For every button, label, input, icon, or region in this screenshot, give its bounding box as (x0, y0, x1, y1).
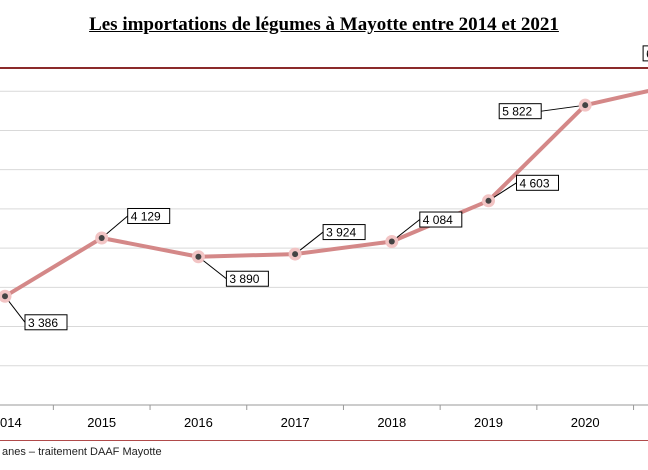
chart-frame-top-border (0, 67, 648, 69)
data-point (195, 253, 202, 260)
data-label-box (498, 103, 542, 120)
x-tick-label: 2019 (474, 415, 503, 430)
data-point (292, 251, 299, 258)
data-label: 6 10 (646, 47, 648, 61)
chart-frame-bottom-border (0, 440, 648, 441)
data-label-leader (541, 104, 586, 112)
data-label: 5 822 (502, 105, 532, 119)
data-point (388, 238, 395, 245)
gridlines (0, 90, 648, 406)
data-label-box (24, 314, 68, 331)
data-point (98, 234, 105, 241)
x-axis-ticks (52, 405, 635, 410)
data-point (2, 293, 8, 300)
x-axis-tick-labels: 014 2015 2016 2017 2018 2019 2020 (0, 415, 600, 430)
data-label: 4 129 (131, 209, 161, 223)
x-tick-label: 2020 (571, 415, 600, 430)
x-tick-label: 2016 (184, 415, 213, 430)
data-label: 3 386 (28, 316, 58, 330)
x-tick-label: 2015 (87, 415, 116, 430)
chart-title: Les importations de légumes à Mayotte en… (89, 14, 559, 35)
data-label-box (322, 224, 366, 241)
data-label-box (642, 45, 648, 62)
data-label-box (127, 207, 171, 224)
data-label-box (516, 174, 559, 191)
data-label-box (419, 211, 463, 228)
data-label-box (225, 270, 269, 287)
data-point (582, 102, 589, 109)
data-labels: 3 386 4 129 3 890 3 924 4 084 4 603 5 822 6 10 (24, 45, 648, 331)
data-label: 4 603 (520, 176, 550, 190)
data-label: 3 890 (229, 272, 259, 286)
data-label: 3 924 (326, 226, 356, 240)
series-polyline (3, 88, 648, 298)
data-point (485, 197, 492, 204)
x-tick-label: 2017 (281, 415, 310, 430)
x-tick-label: 014 (0, 415, 22, 430)
source-note: anes – traitement DAAF Mayotte (2, 446, 162, 458)
data-points (0, 98, 592, 303)
data-label: 4 084 (423, 213, 453, 227)
x-tick-label: 2018 (377, 415, 406, 430)
series-line (3, 88, 648, 298)
